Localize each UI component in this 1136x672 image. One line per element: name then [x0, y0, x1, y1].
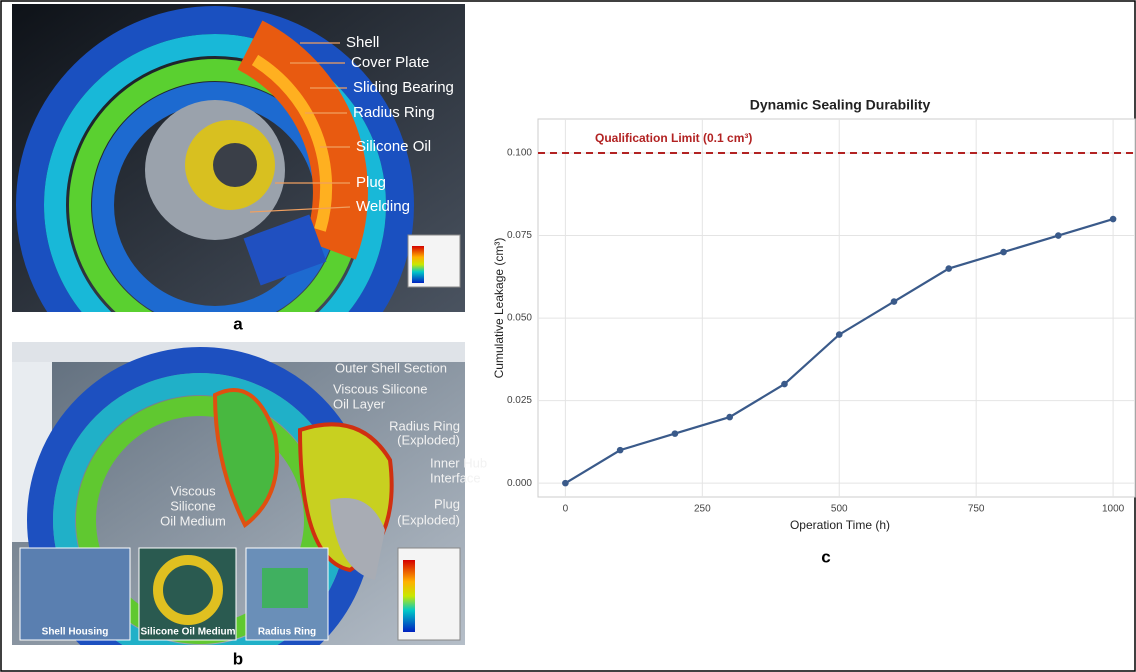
inset-label: Silicone Oil Medium: [140, 627, 235, 638]
data-point: [1110, 216, 1117, 223]
data-point: [726, 414, 733, 421]
data-point: [672, 430, 679, 437]
callout: Shell: [346, 34, 379, 51]
callout: Sliding Bearing: [353, 79, 454, 96]
data-point: [1055, 232, 1062, 239]
y-axis-label: Cumulative Leakage (cm³): [492, 238, 506, 379]
callout: Viscous Silicone: [333, 381, 427, 396]
callout: Plug: [434, 496, 460, 511]
x-tick-label: 500: [831, 504, 848, 515]
data-point: [945, 265, 952, 272]
callout: (Exploded): [397, 432, 460, 447]
panel-label: c: [821, 547, 830, 566]
callout: Outer Shell Section: [335, 360, 447, 375]
panel-label: a: [233, 314, 243, 333]
callout: Plug: [356, 174, 386, 191]
x-axis-label: Operation Time (h): [790, 518, 890, 532]
x-tick-label: 250: [694, 504, 711, 515]
data-point: [1000, 249, 1007, 256]
x-tick-label: 0: [563, 504, 569, 515]
x-tick-label: 1000: [1102, 504, 1125, 515]
callout: Radius Ring: [389, 418, 460, 433]
x-tick-label: 750: [968, 504, 985, 515]
data-point: [617, 447, 624, 454]
callout: Oil Medium: [160, 513, 226, 528]
callout: (Exploded): [397, 512, 460, 527]
data-point: [836, 331, 843, 338]
data-point: [891, 298, 898, 305]
figure: Shell Cover Plate Sliding Bearing Radius…: [0, 0, 1136, 672]
data-point: [781, 381, 788, 388]
chart-title: Dynamic Sealing Durability: [750, 97, 931, 113]
y-tick-label: 0.050: [507, 313, 532, 324]
callout: Cover Plate: [351, 54, 429, 71]
callout: Radius Ring: [353, 104, 435, 121]
callout: Oil Layer: [333, 396, 386, 411]
panel-label: b: [233, 649, 243, 668]
y-tick-label: 0.100: [507, 148, 532, 159]
callout: Viscous: [170, 483, 216, 498]
plot-area: [538, 119, 1135, 497]
inset-label: Shell Housing: [42, 627, 109, 638]
reference-label: Qualification Limit (0.1 cm³): [595, 131, 752, 145]
y-tick-label: 0.075: [507, 230, 532, 241]
callout: Interface: [430, 470, 481, 485]
callout: Welding: [356, 198, 410, 215]
callout: Silicone Oil: [356, 138, 431, 155]
data-point: [562, 480, 569, 487]
callout: Inner Hub: [430, 455, 487, 470]
y-tick-label: 0.025: [507, 395, 532, 406]
inset-label: Radius Ring: [258, 627, 316, 638]
y-tick-label: 0.000: [507, 478, 532, 489]
callout: Silicone: [170, 498, 216, 513]
